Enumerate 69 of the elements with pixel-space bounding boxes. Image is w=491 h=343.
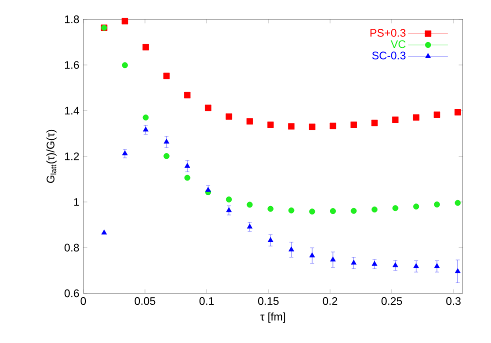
point [267,122,274,128]
point [246,202,253,208]
point [246,118,253,125]
point [350,208,357,214]
point [330,208,336,214]
y-tick-label: 0.6 [64,289,79,298]
point [308,124,316,130]
point [372,260,378,266]
point [122,62,128,68]
point [122,150,128,156]
x-tick-label: 0.25 [381,297,402,305]
point [350,260,357,265]
y-tick-label: 1.4 [64,106,80,114]
point [288,207,294,214]
legend-label: VC [390,40,406,48]
y-tick-label: 1.6 [64,61,79,69]
point [205,186,211,192]
point [226,207,232,212]
y-tick-label: 1.8 [64,15,79,24]
point [434,112,440,118]
y-axis-title: G$_{latt}$(τ)/G(τ) [46,130,57,183]
point [184,162,190,168]
point [268,237,274,242]
point [164,153,170,160]
x-tick-label: 0.15 [258,297,279,305]
legend-label: SC-0.3 [372,52,406,60]
point [246,224,253,229]
point [142,44,149,50]
point [184,92,190,98]
point [184,174,190,181]
point [330,122,336,130]
point [413,204,420,210]
point [434,201,440,208]
point [412,114,420,121]
point [101,230,107,234]
point [268,206,274,212]
point [142,126,148,132]
point [142,114,149,120]
point [392,262,398,268]
point [330,256,336,262]
point [309,208,316,215]
point [371,120,378,126]
point [288,246,294,252]
x-tick-label: 0.3 [446,297,461,305]
point [392,205,398,212]
point [122,18,128,24]
point [372,206,378,212]
y-tick-label: 1.2 [64,152,79,160]
point [163,72,170,80]
x-tick-label: 0.05 [134,297,156,305]
point [226,113,232,120]
point [204,104,212,112]
x-tick-label: 0 [80,297,86,305]
point [350,122,357,128]
point [288,123,295,130]
y-tick-label: 0.8 [64,244,79,252]
point [454,200,461,206]
point [309,252,315,258]
point [226,196,232,202]
point [434,263,440,268]
point [164,138,170,144]
point [413,263,419,268]
x-tick-label: 0.2 [322,297,338,305]
legend-label: PS+0.3 [370,28,406,37]
point [454,268,461,274]
y-tick-label: 1 [74,198,79,206]
point [392,116,399,123]
x-tick-label: 0.1 [199,297,214,305]
x-axis-title: τ [fm] [260,312,286,323]
